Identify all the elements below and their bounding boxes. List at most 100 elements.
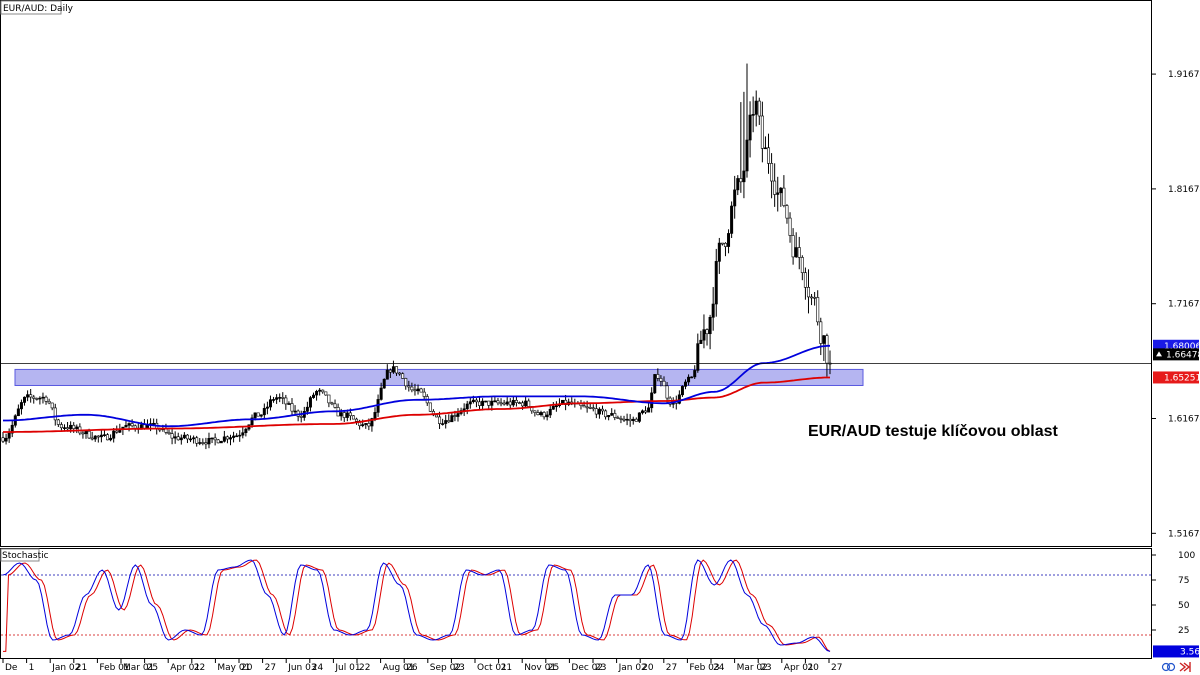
candle	[517, 401, 521, 405]
candle	[333, 399, 337, 409]
chart-annotation: EUR/AUD testuje klíčovou oblast	[808, 423, 1058, 440]
candle	[232, 431, 236, 443]
candle	[794, 232, 798, 258]
candle	[754, 90, 758, 127]
time-tick-label: 25	[147, 663, 158, 673]
link-icon[interactable]	[1161, 662, 1176, 672]
time-tick-label: Oct 01	[477, 663, 507, 673]
price-tick-label: 1.71674	[1168, 300, 1200, 310]
candle	[474, 398, 478, 408]
candle	[364, 423, 368, 429]
candle	[723, 242, 727, 257]
candle	[616, 415, 620, 419]
candle	[382, 378, 386, 389]
time-tick-label: 27	[265, 663, 276, 673]
candle	[751, 96, 755, 133]
candle	[38, 396, 42, 405]
candle	[539, 410, 543, 417]
candle	[318, 388, 322, 396]
candle	[444, 414, 448, 429]
candle	[484, 400, 488, 403]
candle	[93, 435, 97, 442]
candle	[195, 435, 199, 447]
candle	[90, 431, 94, 441]
time-tick-label: 24	[713, 663, 725, 673]
candle	[41, 392, 45, 404]
candle	[763, 136, 767, 150]
candle	[739, 102, 743, 193]
candle	[4, 433, 8, 445]
time-tick-label: 20	[642, 663, 654, 673]
candle	[680, 385, 684, 397]
candle	[696, 333, 700, 373]
candle	[628, 414, 632, 427]
candle	[496, 397, 500, 406]
candle	[419, 387, 423, 393]
candle	[456, 408, 460, 422]
candle	[656, 368, 660, 382]
candle	[225, 435, 229, 444]
stoch-tick-label: 25	[1178, 626, 1189, 636]
time-tick-label: 24	[312, 663, 324, 673]
svg-text:3.56: 3.56	[1180, 647, 1200, 657]
time-tick-label: 21	[501, 663, 512, 673]
time-tick-label: Jan 02	[618, 663, 647, 673]
scroll-to-end-icon[interactable]	[1179, 662, 1191, 672]
time-tick-label: 23	[453, 663, 464, 673]
chart-title-box	[0, 0, 62, 15]
candle	[800, 255, 804, 281]
candle	[262, 403, 266, 420]
candle	[44, 395, 48, 405]
candle	[23, 396, 27, 406]
stoch-k-line	[2, 559, 831, 652]
candle	[548, 404, 552, 418]
candle	[173, 431, 177, 444]
candle	[665, 382, 669, 403]
time-tick-label: De	[5, 663, 18, 673]
candle	[201, 438, 205, 446]
candle	[299, 410, 303, 423]
candle	[447, 414, 451, 424]
candle	[342, 410, 346, 422]
candle	[536, 409, 540, 416]
time-tick-label: Jan 02	[51, 663, 80, 673]
candle	[192, 435, 196, 444]
candle	[730, 201, 734, 238]
candle	[416, 384, 420, 395]
candle	[819, 317, 823, 356]
stoch-tick-label: 50	[1178, 601, 1190, 611]
candle	[395, 366, 399, 376]
price-tick-label: 1.81674	[1168, 185, 1200, 195]
candle	[708, 314, 712, 350]
candle	[290, 398, 294, 416]
candle	[404, 377, 408, 390]
time-tick-label: Sep 02	[430, 663, 461, 673]
candle	[321, 389, 325, 394]
candle	[32, 394, 36, 404]
candle	[813, 291, 817, 306]
candle	[355, 417, 359, 425]
candle	[207, 432, 211, 449]
candle	[634, 417, 638, 422]
candle	[745, 63, 749, 178]
candle	[478, 396, 482, 410]
candle	[757, 97, 761, 125]
candle	[622, 415, 626, 422]
candle	[533, 410, 537, 417]
axis-layer: 1.91674 1.81674 1.71674 1.61674 1.51674 100 75…	[2, 70, 1200, 673]
candle	[717, 237, 721, 274]
candle	[84, 430, 88, 439]
candle	[170, 427, 174, 445]
candle	[81, 430, 85, 439]
stoch-d-line	[3, 559, 831, 652]
candle	[742, 91, 746, 199]
time-tick-label: 27	[666, 663, 677, 673]
price-tick-label: 1.61674	[1168, 415, 1200, 425]
time-tick-label: Aug 01	[383, 663, 415, 673]
time-tick-label: 22	[194, 663, 205, 673]
candle	[287, 401, 291, 405]
candle	[265, 401, 269, 415]
candle	[189, 435, 193, 443]
